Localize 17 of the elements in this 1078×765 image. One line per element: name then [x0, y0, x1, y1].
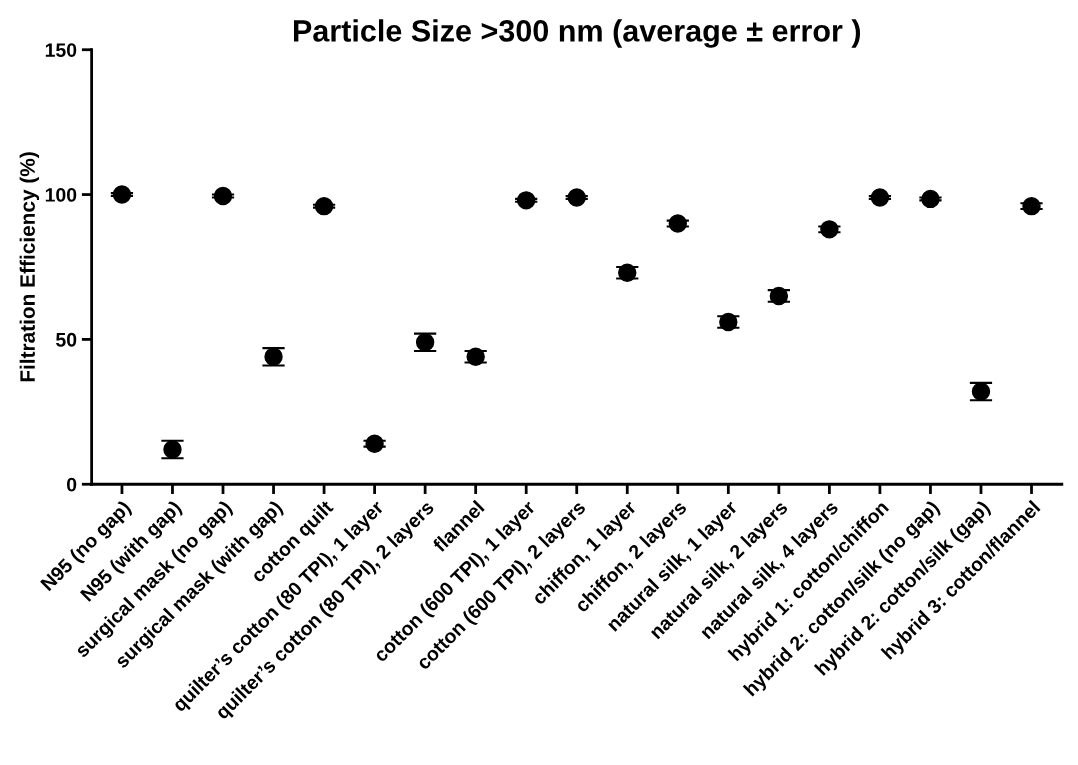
point: [567, 188, 586, 207]
point: [213, 186, 233, 206]
point: [365, 434, 384, 453]
point: [820, 220, 839, 239]
y-axis-title: Filtration Efficiency (%): [19, 152, 40, 382]
y-tick-label: 150: [45, 43, 77, 57]
point: [921, 189, 940, 209]
y-tick-label: 0: [67, 477, 77, 492]
point: [112, 185, 132, 204]
point: [314, 196, 334, 216]
y-tick-label: 100: [45, 188, 77, 202]
chart-title: Particle Size >300 nm (average ± error ): [293, 19, 861, 48]
y-tick-label: 50: [56, 332, 77, 347]
point: [516, 191, 536, 210]
point: [1022, 196, 1041, 216]
point: [668, 214, 687, 233]
point: [870, 188, 890, 207]
